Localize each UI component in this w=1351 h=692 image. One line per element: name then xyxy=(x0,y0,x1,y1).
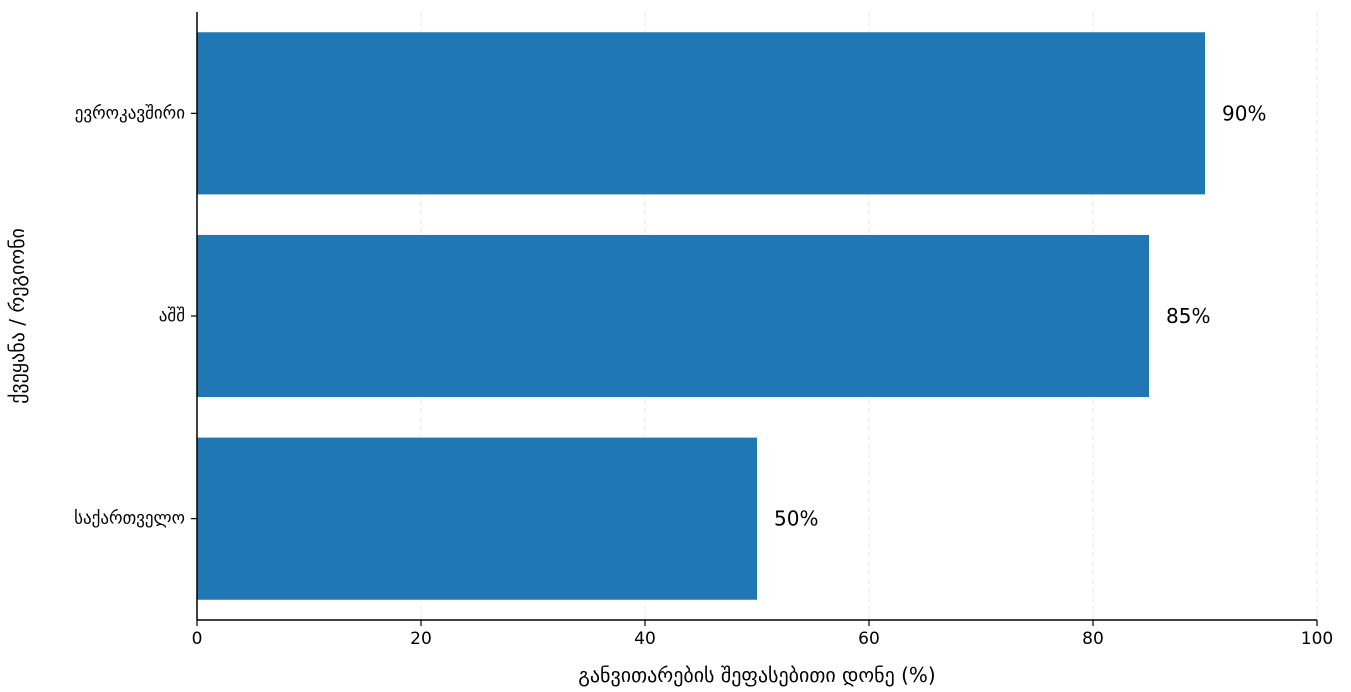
data-label-3: 50% xyxy=(774,507,818,531)
bar-1 xyxy=(197,32,1205,195)
x-tick-label-0: 0 xyxy=(192,629,203,649)
bars xyxy=(197,32,1205,600)
x-axis-title: განვითარების შეფასებითი დონე (%) xyxy=(578,663,935,687)
x-tick-label-60: 60 xyxy=(858,629,880,649)
y-tick-label-1: ევროკავშირი xyxy=(75,103,185,123)
y-axis-ticks: ევროკავშირი აშშ საქართველო xyxy=(74,103,197,529)
y-tick-label-3: საქართველო xyxy=(74,509,185,529)
x-tick-label-80: 80 xyxy=(1082,629,1104,649)
y-tick-label-2: აშშ xyxy=(159,306,185,326)
data-label-2: 85% xyxy=(1166,304,1210,328)
data-labels: 90% 85% 50% xyxy=(774,101,1266,530)
y-axis-title: ქვეყანა / რეგიონი xyxy=(5,228,29,404)
data-label-1: 90% xyxy=(1222,101,1266,125)
x-tick-label-100: 100 xyxy=(1301,629,1333,649)
bar-3 xyxy=(197,437,757,600)
bar-2 xyxy=(197,234,1149,398)
x-axis-ticks: 0 20 40 60 80 100 xyxy=(192,620,1333,649)
x-tick-label-40: 40 xyxy=(634,629,656,649)
x-tick-label-20: 20 xyxy=(410,629,432,649)
